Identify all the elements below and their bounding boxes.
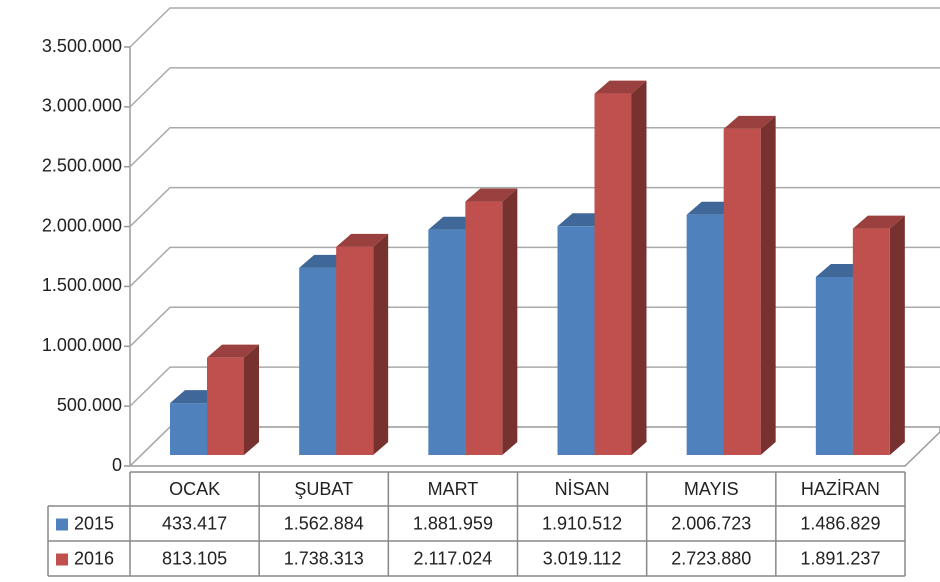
bar (815, 277, 853, 455)
data-label: 2.117.024 (414, 548, 493, 568)
bar-side (889, 215, 905, 455)
grid-line (129, 186, 940, 228)
grid-line (129, 366, 940, 407)
bar-top (336, 233, 389, 247)
bar-top (465, 188, 518, 202)
legend-label: 2015 (74, 513, 114, 533)
y-tick-label: 2.500.000 (42, 155, 122, 175)
x-tick-label: NİSAN (555, 479, 610, 499)
bar-top (723, 115, 776, 129)
bar-side (631, 80, 647, 456)
bar-side (373, 233, 389, 455)
y-tick-label: 3.500.000 (42, 36, 122, 56)
grid-line (129, 7, 940, 48)
bar-side (244, 344, 259, 455)
bar-top (207, 344, 259, 358)
data-label: 2.006.723 (671, 513, 751, 533)
data-label: 1.891.237 (800, 548, 880, 568)
x-tick-label: MART (428, 479, 479, 499)
grid-line (129, 306, 940, 347)
legend-label: 2016 (74, 548, 114, 568)
data-label: 1.738.313 (284, 548, 364, 568)
data-label: 2.723.880 (671, 548, 751, 568)
legend-swatch (56, 518, 68, 531)
bar (723, 128, 761, 455)
bar-top (594, 80, 647, 94)
y-tick-label: 1.500.000 (42, 275, 122, 295)
data-label: 1.881.959 (413, 513, 493, 533)
y-tick-label: 3.000.000 (42, 96, 122, 116)
y-tick-label: 0 (112, 455, 122, 475)
x-tick-label: MAYIS (684, 479, 739, 499)
bar (686, 214, 724, 455)
bar (852, 228, 890, 455)
data-label: 813.105 (162, 548, 227, 568)
y-tick-label: 2.000.000 (42, 215, 122, 235)
bar (428, 229, 466, 455)
data-label: 3.019.112 (543, 548, 622, 568)
bar (465, 201, 503, 455)
y-tick-label: 1.000.000 (42, 335, 122, 355)
bar (299, 267, 337, 455)
bar (336, 246, 374, 455)
data-label: 1.486.829 (800, 513, 880, 533)
bar (170, 403, 207, 455)
grid-line (129, 126, 940, 168)
bar-side (760, 115, 776, 455)
bar (594, 93, 632, 456)
bar (207, 357, 244, 455)
x-tick-label: HAZİRAN (801, 479, 880, 499)
bar-top (852, 215, 905, 229)
x-tick-label: OCAK (169, 479, 220, 499)
bar-side (502, 188, 518, 455)
grid-line (129, 246, 940, 287)
data-label: 1.910.512 (542, 513, 622, 533)
legend-swatch (56, 553, 68, 566)
grid-line (129, 67, 940, 108)
y-tick-label: 500.000 (57, 395, 122, 415)
x-tick-label: ŞUBAT (294, 479, 353, 499)
bar (557, 226, 595, 455)
data-label: 433.417 (162, 513, 227, 533)
data-label: 1.562.884 (284, 513, 364, 533)
